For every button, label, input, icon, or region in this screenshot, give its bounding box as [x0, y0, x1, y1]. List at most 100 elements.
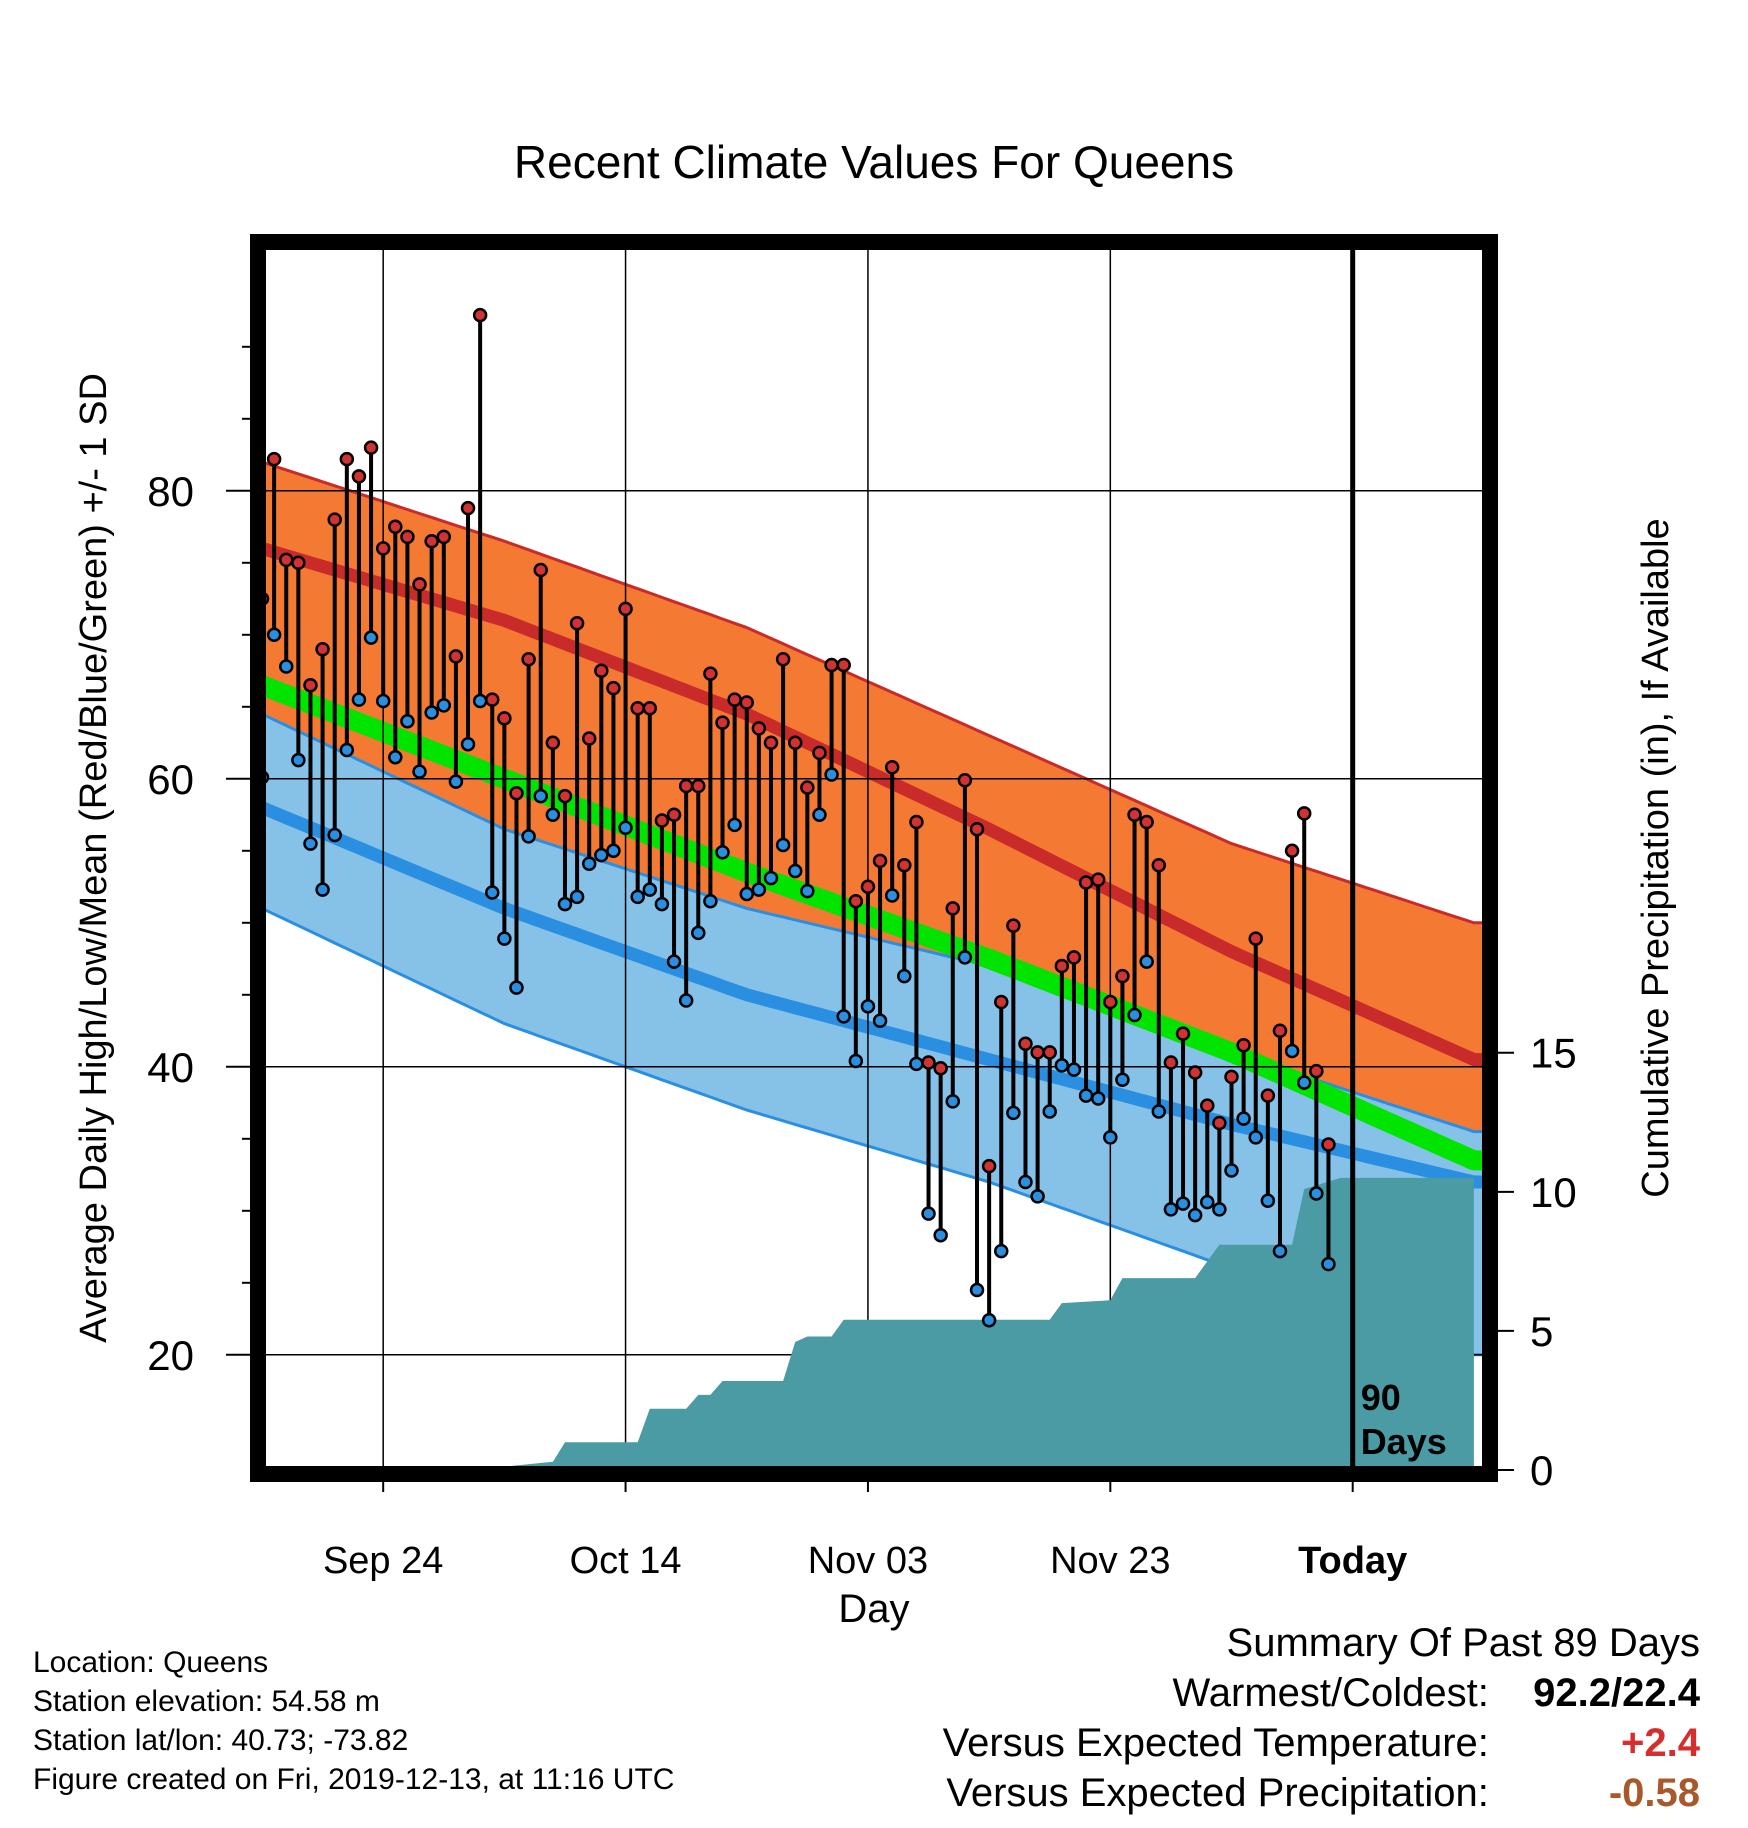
plot-frame	[250, 234, 1498, 1482]
daily-low-point	[606, 843, 621, 859]
daily-low-point	[691, 925, 706, 941]
daily-high-point	[642, 700, 658, 716]
station-elevation: Station elevation: 54.58 m	[33, 1685, 380, 1718]
daily-low-point	[848, 1053, 864, 1069]
daily-low-point	[642, 882, 658, 897]
x-tick-label: Today	[1298, 1540, 1407, 1582]
daily-high-point	[618, 601, 633, 617]
daily-low-point	[703, 893, 718, 909]
daily-low-point	[654, 896, 670, 912]
daily-high-point	[1321, 1137, 1336, 1152]
daily-high-point	[448, 649, 464, 664]
warmest-coldest-value: 92.2/22.4	[1533, 1671, 1700, 1715]
daily-low-point	[860, 999, 876, 1014]
normal-mean-line	[262, 675, 1486, 1171]
daily-high-point	[993, 994, 1009, 1010]
station-latlon: Station lat/lon: 40.73; -73.82	[33, 1724, 409, 1757]
daily-high-point	[860, 879, 876, 895]
daily-low-point	[715, 844, 730, 860]
daily-high-point	[1103, 994, 1118, 1010]
summary-title: Summary Of Past 89 Days	[1226, 1621, 1700, 1665]
y-axis-label: Average Daily High/Low/Mean (Red/Blue/Gr…	[73, 373, 115, 1343]
station-location: Location: Queens	[33, 1646, 269, 1679]
station-info: Location: Queens Station elevation: 54.5…	[33, 1643, 674, 1799]
y2-tick-label: 0	[1530, 1447, 1553, 1494]
x-tick-label: Sep 24	[323, 1540, 443, 1582]
normal-high-line	[262, 542, 1486, 1067]
y-tick-label: 40	[147, 1044, 194, 1091]
daily-low-point	[400, 713, 415, 729]
daily-low-point	[1090, 1091, 1106, 1106]
daily-high-point	[1187, 1065, 1203, 1080]
y2-tick-label: 5	[1530, 1308, 1553, 1355]
daily-low-point	[388, 749, 403, 765]
daily-high-point	[715, 715, 730, 730]
daily-low-point	[1175, 1196, 1191, 1211]
daily-high-point	[303, 677, 318, 693]
daily-high-point	[606, 680, 621, 696]
normal-low-line	[262, 801, 1486, 1189]
daily-low-point	[969, 1282, 985, 1298]
daily-high-point	[1090, 872, 1106, 887]
daily-low-point	[545, 807, 561, 823]
daily-low-point	[1212, 1202, 1227, 1217]
daily-low-point	[1006, 1105, 1021, 1121]
daily-high-point	[739, 695, 755, 710]
daily-high-point	[787, 735, 803, 751]
daily-low-point	[1163, 1202, 1179, 1217]
daily-low-point	[557, 896, 573, 912]
daily-high-point	[521, 652, 536, 667]
daily-high-point	[1248, 931, 1263, 946]
daily-high-point	[1309, 1063, 1324, 1079]
daily-low-point	[897, 968, 912, 984]
warmest-coldest-label: Warmest/Coldest:	[1172, 1671, 1489, 1715]
daily-high-point	[1054, 958, 1070, 974]
daily-high-point	[921, 1055, 936, 1070]
daily-high-point	[509, 785, 524, 801]
x-tick-label: Nov 23	[1050, 1540, 1170, 1582]
daily-high-point	[1042, 1045, 1057, 1060]
y2-tick-label: 10	[1530, 1169, 1577, 1216]
daily-low-point	[327, 827, 342, 843]
climate-chart: Recent Climate Values For Queens Sep 24 O…	[73, 136, 1677, 1631]
daily-high-point	[375, 541, 391, 556]
daily-high-point	[1151, 857, 1167, 873]
daily-low-point	[1103, 1130, 1118, 1145]
precipitation-cumulative	[262, 1177, 1474, 1470]
daily-high-point	[351, 469, 367, 484]
daily-low-point	[448, 774, 464, 789]
axes: Sep 24 Oct 14 Nov 03 Nov 23 Today 20 40 60 80 0 5 1…	[147, 345, 1577, 1582]
daily-low-point	[1296, 1075, 1312, 1090]
chart-title: Recent Climate Values For Queens	[514, 136, 1234, 188]
daily-low-point	[436, 698, 452, 713]
daily-low-point	[739, 886, 755, 902]
daily-low-point	[497, 931, 512, 946]
daily-low-point	[884, 888, 900, 903]
daily-high-point	[1284, 843, 1300, 859]
daily-low-point	[1078, 1088, 1094, 1103]
daily-low-point	[1127, 1007, 1142, 1023]
high-sd-upper-line	[262, 460, 1486, 925]
daily-low-point	[291, 752, 306, 768]
daily-temperatures	[262, 307, 1336, 1328]
daily-low-point	[266, 627, 282, 643]
daily-high-point	[812, 745, 827, 761]
daily-low-point	[424, 705, 439, 720]
today-label-days: Days	[1361, 1421, 1447, 1462]
daily-high-point	[969, 821, 985, 837]
summary-precipitation: Versus Expected Precipitation: -0.58	[943, 1768, 1700, 1818]
daily-high-point	[363, 440, 379, 455]
daily-low-point	[569, 889, 585, 905]
daily-high-point	[472, 307, 488, 323]
daily-low-point	[1187, 1207, 1203, 1223]
x-axis-label: Day	[838, 1587, 909, 1631]
daily-high-point	[533, 562, 548, 578]
high-upper-sd-band	[262, 462, 1486, 1060]
daily-high-point	[933, 1060, 948, 1076]
daily-high-point	[872, 853, 888, 869]
summary-panel: Summary Of Past 89 Days Warmest/Coldest:…	[943, 1618, 1700, 1818]
temperature-label: Versus Expected Temperature:	[942, 1721, 1489, 1765]
daily-high-point	[1018, 1036, 1033, 1052]
daily-low-point	[824, 767, 839, 782]
daily-low-point	[594, 847, 609, 863]
